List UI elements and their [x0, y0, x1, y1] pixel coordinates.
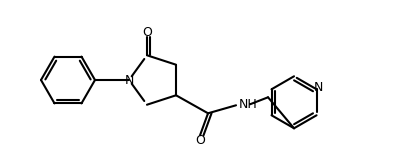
Text: O: O: [195, 134, 205, 147]
Text: O: O: [142, 26, 152, 39]
Text: N: N: [124, 74, 134, 87]
Text: N: N: [314, 81, 323, 94]
Text: NH: NH: [239, 98, 258, 111]
